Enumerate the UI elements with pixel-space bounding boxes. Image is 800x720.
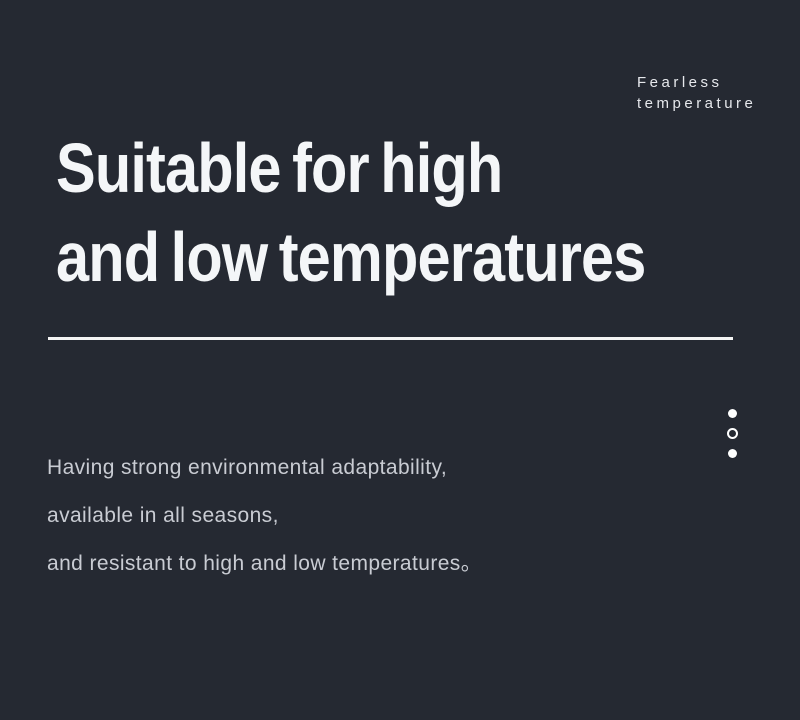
tagline: Fearless temperature <box>637 72 756 114</box>
page-title-line-1: Suitable for high <box>56 129 503 207</box>
tagline-line-1: Fearless <box>637 74 723 91</box>
description-paragraph: Having strong environmental adaptability… <box>47 444 482 588</box>
carousel-dot[interactable] <box>728 409 737 418</box>
description-line-3: and resistant to high and low temperatur… <box>47 552 483 575</box>
carousel-dots <box>727 409 738 458</box>
carousel-dot[interactable] <box>728 449 737 458</box>
description-line-1: Having strong environmental adaptability… <box>47 456 448 479</box>
divider-rule <box>48 337 733 340</box>
page-title-line-2: and low temperatures <box>56 218 646 296</box>
page-title: Suitable for high and low temperatures <box>56 124 646 302</box>
carousel-dot[interactable] <box>727 428 738 439</box>
description-line-2: available in all seasons, <box>47 504 279 527</box>
tagline-line-2: temperature <box>637 95 757 112</box>
